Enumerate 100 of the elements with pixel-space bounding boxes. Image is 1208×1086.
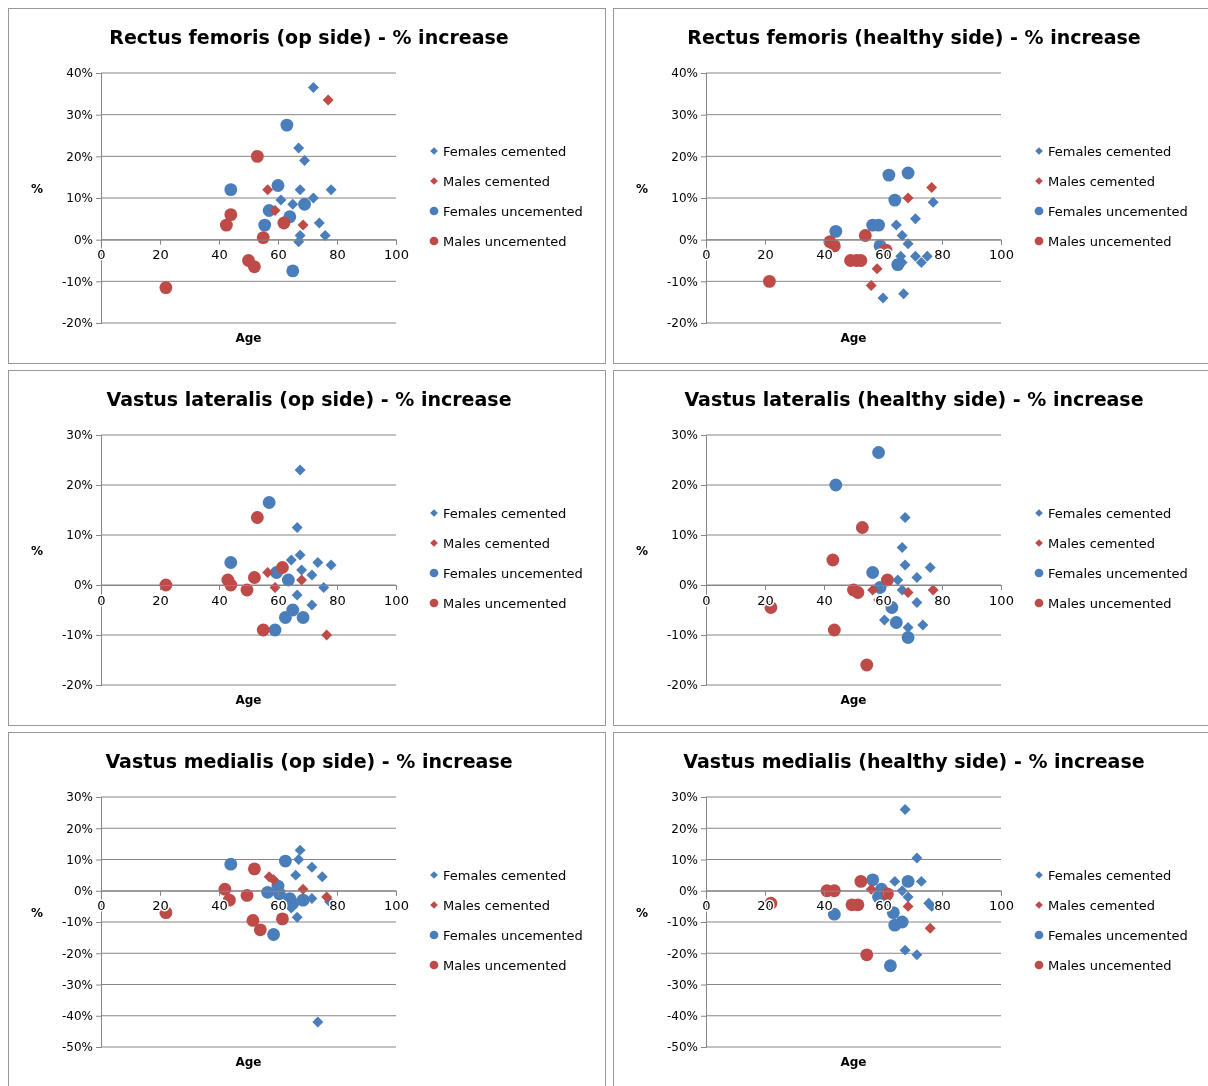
x-tick-label: 100 [384,898,409,914]
legend-label: Females cemented [1048,143,1172,159]
x-tick-label: 40 [211,898,228,914]
y-axis-title: % [635,182,649,196]
legend-label: Males uncemented [443,957,567,973]
y-tick-label: 10% [66,852,93,867]
x-tick-label: 0 [702,592,711,608]
x-tick-label: 80 [329,592,346,608]
y-axis-title: % [635,544,649,558]
y-axis-title: % [635,906,649,920]
y-tick-label: -30% [666,977,698,992]
legend-label: Males uncemented [1048,595,1172,611]
y-tick-label: 40% [66,66,93,81]
x-tick-label: 80 [329,898,346,914]
legend-label: Males cemented [1048,897,1156,913]
y-tick-label: 20% [66,821,93,836]
legend-label: Females cemented [443,867,567,883]
x-tick-label: 20 [152,247,169,263]
x-tick-label: 0 [702,247,711,263]
legend-label: Females cemented [443,505,567,521]
legend-label: Females uncemented [1048,565,1188,581]
x-tick-label: 40 [816,898,833,914]
y-tick-label: 0% [678,884,698,899]
y-tick-label: -10% [61,628,93,643]
y-axis-title: % [30,544,44,558]
y-tick-label: -10% [666,274,698,289]
legend-label: Males cemented [1048,173,1156,189]
x-tick-label: 20 [152,592,169,608]
y-tick-label: -50% [666,1040,698,1055]
y-tick-label: 30% [671,428,698,443]
legend-label: Males uncemented [443,595,567,611]
x-tick-label: 0 [97,898,106,914]
y-tick-label: 40% [671,66,698,81]
y-tick-label: 20% [671,478,698,493]
x-tick-label: 0 [97,247,106,263]
x-tick-label: 40 [211,247,228,263]
x-axis-title: Age [840,693,867,707]
chart-title: Vastus lateralis (healthy side) - % increase [684,388,1144,410]
legend-label: Females uncemented [443,927,583,943]
y-tick-label: -20% [61,678,93,693]
y-tick-label: -20% [666,946,698,961]
y-tick-label: -40% [61,1009,93,1024]
y-tick-label: 10% [66,528,93,543]
y-tick-label: -20% [666,678,698,693]
legend-label: Males cemented [443,535,551,551]
y-axis-title: % [30,182,44,196]
legend-label: Males cemented [1048,535,1156,551]
x-tick-label: 60 [270,247,287,263]
y-tick-label: -10% [666,915,698,930]
x-tick-label: 100 [384,592,409,608]
y-tick-label: -50% [61,1040,93,1055]
legend-label: Females uncemented [1048,203,1188,219]
y-tick-label: -20% [666,316,698,331]
x-tick-label: 100 [989,898,1014,914]
x-tick-label: 80 [934,898,951,914]
x-tick-label: 20 [757,247,774,263]
x-tick-label: 80 [934,592,951,608]
y-tick-label: 30% [66,790,93,805]
legend-label: Females uncemented [1048,927,1188,943]
y-tick-label: 30% [671,790,698,805]
x-tick-label: 40 [816,592,833,608]
x-tick-label: 0 [702,898,711,914]
x-axis-title: Age [235,331,262,345]
y-tick-label: 20% [671,821,698,836]
y-tick-label: 0% [678,233,698,248]
legend-label: Females uncemented [443,203,583,219]
y-tick-label: 0% [73,233,93,248]
y-tick-label: 20% [671,149,698,164]
legend-label: Females cemented [443,143,567,159]
legend-label: Males uncemented [1048,233,1172,249]
chart-title: Vastus medialis (op side) - % increase [105,750,513,772]
x-axis-title: Age [840,331,867,345]
y-tick-label: 0% [73,884,93,899]
x-tick-label: 80 [934,247,951,263]
x-tick-label: 100 [989,247,1014,263]
x-tick-label: 40 [816,247,833,263]
x-tick-label: 20 [757,592,774,608]
x-axis-title: Age [235,1055,262,1069]
y-tick-label: 30% [66,108,93,123]
y-tick-label: -30% [61,977,93,992]
x-tick-label: 20 [152,898,169,914]
x-axis-title: Age [840,1055,867,1069]
y-tick-label: -20% [61,946,93,961]
x-tick-label: 40 [211,592,228,608]
y-tick-label: 20% [66,149,93,164]
y-tick-label: -10% [61,915,93,930]
x-tick-label: 80 [329,247,346,263]
y-tick-label: -10% [61,274,93,289]
legend-label: Females cemented [1048,867,1172,883]
y-tick-label: 10% [671,528,698,543]
y-axis-title: % [30,906,44,920]
y-tick-label: 10% [66,191,93,206]
y-tick-label: -10% [666,628,698,643]
chart-title: Vastus medialis (healthy side) - % increase [683,750,1145,772]
y-tick-label: 0% [678,578,698,593]
x-tick-label: 60 [270,898,287,914]
x-tick-label: 60 [875,592,892,608]
legend-label: Males cemented [443,173,551,189]
y-tick-label: 30% [66,428,93,443]
legend-label: Females cemented [1048,505,1172,521]
